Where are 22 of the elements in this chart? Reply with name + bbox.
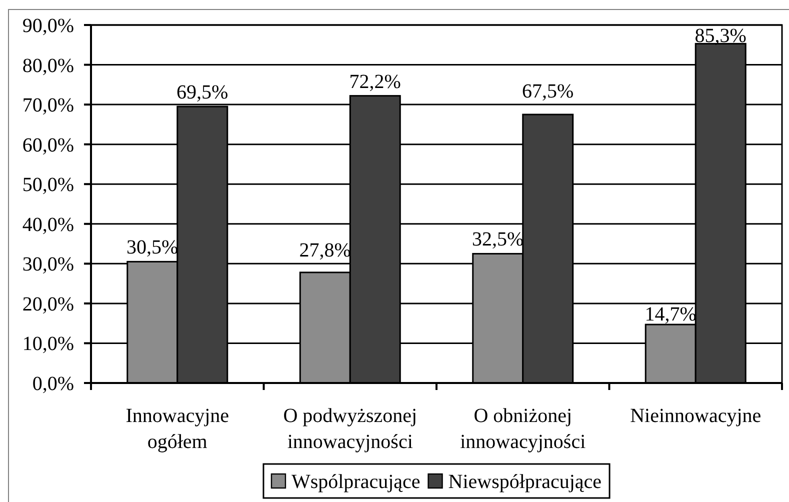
data-label: 72,2%	[349, 70, 401, 93]
y-tick-label: 50,0%	[22, 174, 74, 196]
legend-label: Niewspółpracujące	[448, 471, 602, 493]
x-tick-label: Innowacyjne ogółem	[126, 405, 230, 453]
data-label: 69,5%	[176, 82, 228, 104]
x-tick-label: Nieinnowacyjne	[630, 405, 762, 427]
y-tick-label: 0,0%	[32, 373, 74, 395]
x-tick-label: O obniżonej innowacyjności	[460, 405, 586, 453]
y-tick-label: 70,0%	[22, 94, 74, 117]
data-label: 85,3%	[694, 25, 746, 47]
y-tick-label: 40,0%	[22, 214, 74, 236]
y-tick-label: 30,0%	[22, 254, 74, 276]
data-label: 14,7%	[644, 303, 696, 326]
x-tick-label: O podwyższonej innowacyjności	[283, 405, 418, 453]
y-tick-label: 60,0%	[22, 134, 74, 156]
data-label: 67,5%	[522, 80, 574, 103]
y-tick-label: 80,0%	[22, 54, 74, 77]
legend-label: Wspólpracujące	[291, 471, 420, 493]
data-label: 27,8%	[299, 240, 351, 262]
y-tick-label: 10,0%	[22, 333, 74, 356]
y-tick-label: 20,0%	[22, 293, 74, 316]
y-tick-label: 90,0%	[22, 15, 74, 37]
